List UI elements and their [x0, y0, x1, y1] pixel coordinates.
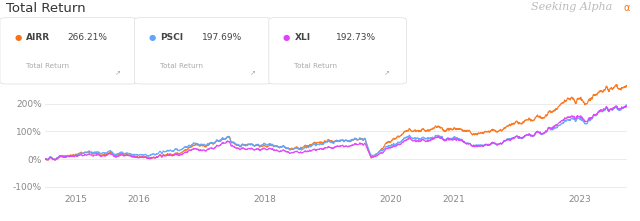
- Text: Total Return: Total Return: [26, 63, 68, 69]
- Text: α: α: [623, 3, 630, 13]
- Text: XLI: XLI: [294, 33, 310, 42]
- Text: ↗: ↗: [115, 70, 121, 76]
- Text: PSCI: PSCI: [160, 33, 183, 42]
- Text: Total Return: Total Return: [294, 63, 337, 69]
- Text: ↗: ↗: [384, 70, 390, 76]
- Text: ●: ●: [148, 33, 156, 42]
- Text: 197.69%: 197.69%: [202, 33, 242, 42]
- Text: 266.21%: 266.21%: [67, 33, 108, 42]
- Text: ●: ●: [14, 33, 21, 42]
- Text: Total Return: Total Return: [6, 2, 86, 15]
- Text: ●: ●: [283, 33, 290, 42]
- Text: Total Return: Total Return: [160, 63, 203, 69]
- Text: 192.73%: 192.73%: [336, 33, 376, 42]
- Text: AIRR: AIRR: [26, 33, 50, 42]
- Text: ↗: ↗: [250, 70, 255, 76]
- Text: Seeking Alpha: Seeking Alpha: [531, 2, 612, 12]
